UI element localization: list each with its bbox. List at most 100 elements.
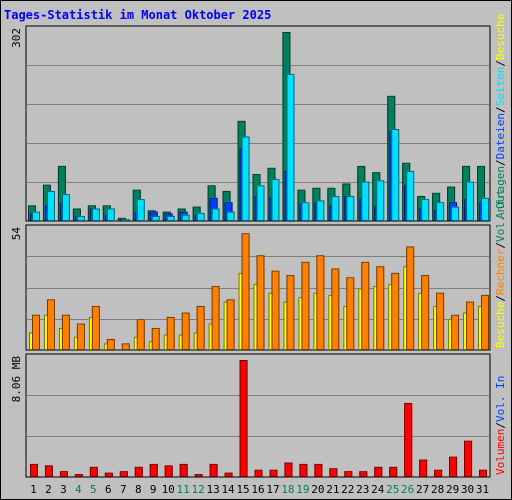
bar-sites-outline [181, 312, 190, 351]
x-tick-label: 12 [192, 483, 205, 496]
bar-sites [346, 277, 355, 350]
bar-kbytes [149, 463, 158, 477]
bar-kbytes [389, 466, 398, 477]
bar-sites-outline [376, 266, 385, 350]
bar-pages-outline [271, 179, 280, 221]
legend-entry: Volumen [494, 429, 507, 475]
bar-kbytes [59, 471, 68, 477]
legend-entry: Besuche [494, 302, 507, 348]
bar-kbytes-outline [44, 465, 53, 477]
x-tick-label: 2 [45, 483, 52, 496]
bar-kbytes-outline [449, 456, 458, 478]
x-tick-label: 11 [177, 483, 190, 496]
bar-kbytes-outline [359, 471, 368, 477]
bar-sites [481, 294, 490, 350]
bar-kbytes-outline [74, 474, 83, 477]
bar-sites [211, 286, 220, 350]
bar-pages [91, 208, 100, 221]
bar-hits [57, 165, 66, 221]
bar-sites [406, 246, 415, 350]
bar-sites-outline [481, 294, 490, 351]
legend-entry: / [494, 295, 507, 302]
bar-kbytes [239, 360, 248, 477]
bar-pages [196, 212, 205, 221]
bar-pages [346, 195, 355, 221]
bar-pages [481, 197, 490, 221]
bar-sites-outline [331, 268, 340, 350]
x-tick-label: 23 [356, 483, 369, 496]
bar-kbytes [194, 474, 203, 477]
x-tick-label: 5 [90, 483, 97, 496]
bar-pages [421, 199, 430, 221]
bar-sites [196, 305, 205, 350]
bar-sites [181, 312, 190, 350]
bar-sites-outline [421, 275, 430, 350]
bar-sites-outline [406, 246, 415, 350]
bar-kbytes [254, 469, 263, 477]
bar-pages-outline [61, 194, 70, 221]
bar-pages [376, 180, 385, 221]
bar-sites-outline [436, 292, 445, 350]
legend-entry: Anfragen [494, 166, 507, 219]
bar-kbytes-outline [209, 463, 218, 478]
bar-sites [466, 301, 475, 350]
bar-sites-outline [166, 316, 175, 351]
bar-pages-outline [361, 181, 370, 221]
bar-kbytes [134, 466, 143, 477]
plot-area [25, 353, 491, 478]
bar-kbytes-outline [164, 465, 173, 477]
bar-sites [421, 275, 430, 350]
bar-sites-outline [301, 261, 310, 350]
bar-sites [136, 319, 145, 350]
bar-kbytes [209, 463, 218, 477]
bar-sites [376, 266, 385, 350]
bar-pages-outline [106, 208, 115, 221]
bar-pages [61, 194, 70, 221]
bar-sites-outline [316, 255, 325, 350]
bar-kbytes-outline [284, 462, 293, 477]
bar-kbytes [449, 456, 458, 477]
bar-sites [241, 233, 250, 350]
bar-kbytes-outline [314, 463, 323, 478]
legend-entry: / [494, 159, 507, 166]
bar-sites-outline [286, 275, 295, 350]
chart-title: Tages-Statistik im Monat Oktober 2025 [4, 8, 272, 22]
bar-pages [46, 190, 55, 221]
bar-pages [226, 211, 235, 221]
x-tick-label: 14 [221, 483, 235, 496]
legend-entry: / [494, 422, 507, 429]
x-tick-label: 21 [326, 483, 339, 496]
bar-kbytes-outline [239, 360, 248, 477]
bar-sites-outline [196, 305, 205, 351]
bar-kbytes-outline [104, 472, 113, 478]
bar-sites [46, 299, 55, 350]
legend-entry: Vol. In [494, 376, 507, 422]
bar-sites-outline [451, 314, 460, 351]
bar-sites-outline [91, 305, 100, 351]
bar-kbytes [269, 469, 278, 477]
bar-pages-outline [376, 180, 385, 222]
bar-sites-outline [226, 299, 235, 351]
bar-kbytes [464, 440, 473, 477]
bar-sites [151, 327, 160, 350]
bar-pages [241, 136, 250, 221]
bar-sites [301, 261, 310, 350]
bar-sites [32, 314, 40, 350]
bar-hits [477, 165, 486, 221]
bar-kbytes-outline [389, 466, 398, 478]
bar-pages [211, 208, 220, 221]
bar-pages [76, 215, 85, 221]
bar-pages [271, 179, 280, 221]
bar-pages [106, 208, 115, 221]
x-tick-label: 26 [401, 483, 414, 496]
bar-sites [391, 272, 400, 350]
bar-sites-outline [361, 261, 370, 350]
bar-sites [76, 323, 85, 350]
bar-kbytes [164, 465, 173, 477]
bar-kbytes [284, 462, 293, 477]
bar-sites-outline [271, 270, 280, 350]
bar-kbytes-outline [224, 472, 233, 478]
bar-kbytes-outline [344, 471, 353, 477]
bar-pages-outline [256, 185, 265, 222]
bar-pages [361, 181, 370, 221]
